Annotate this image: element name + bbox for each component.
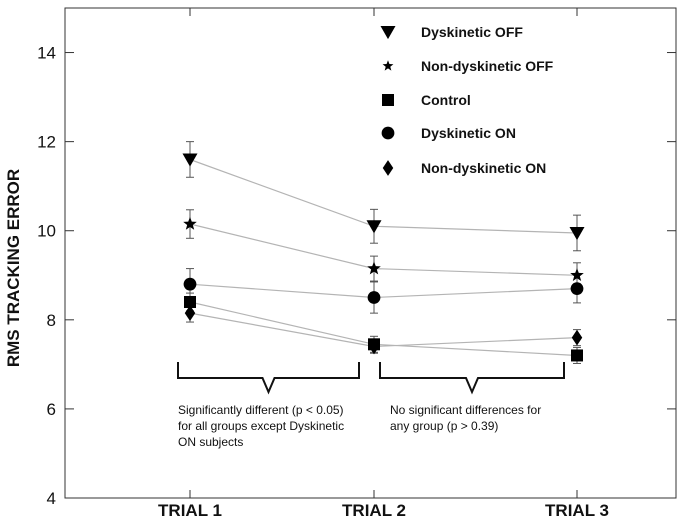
data-markers bbox=[182, 153, 585, 362]
x-axis: TRIAL 1 TRIAL 2 TRIAL 3 bbox=[158, 8, 609, 520]
data-point bbox=[183, 277, 197, 291]
y-axis: 4 6 8 10 12 14 bbox=[37, 44, 676, 508]
y-tick-label: 12 bbox=[37, 133, 56, 152]
annotation-text: No significant differences for bbox=[390, 403, 541, 417]
legend-marker bbox=[380, 26, 396, 40]
bracket bbox=[177, 362, 360, 395]
y-tick-label: 10 bbox=[37, 222, 56, 241]
y-tick-label: 6 bbox=[47, 400, 56, 419]
series-lines bbox=[189, 158, 578, 357]
data-point bbox=[367, 261, 381, 275]
y-axis-label: RMS TRACKING ERROR bbox=[4, 169, 23, 367]
legend-label: Non-dyskinetic ON bbox=[421, 160, 546, 176]
plot-frame bbox=[64, 7, 677, 499]
data-point bbox=[184, 296, 196, 308]
data-point bbox=[571, 329, 583, 346]
data-point bbox=[367, 291, 381, 304]
legend-marker bbox=[382, 94, 394, 106]
series-line bbox=[189, 301, 578, 357]
data-point bbox=[183, 216, 197, 230]
legend-label: Dyskinetic OFF bbox=[421, 24, 523, 40]
data-point bbox=[182, 153, 198, 167]
data-point bbox=[569, 226, 585, 241]
annotation-text: ON subjects bbox=[178, 435, 243, 449]
annotations: Significantly different (p < 0.05) for al… bbox=[177, 362, 565, 449]
legend-marker bbox=[381, 126, 395, 140]
annotation-text: for all groups except Dyskinetic bbox=[178, 419, 344, 433]
legend-label: Control bbox=[421, 92, 471, 108]
legend-marker bbox=[382, 160, 394, 176]
bracket bbox=[379, 362, 565, 395]
data-point bbox=[571, 349, 583, 362]
series-line bbox=[189, 312, 578, 348]
annotation-text: Significantly different (p < 0.05) bbox=[178, 403, 344, 417]
series-line bbox=[189, 223, 578, 276]
x-tick-label: TRIAL 3 bbox=[545, 501, 609, 520]
legend: Dyskinetic OFF Non-dyskinetic OFF Control D… bbox=[380, 24, 554, 176]
data-point bbox=[368, 338, 380, 355]
data-point bbox=[366, 220, 382, 234]
x-tick-label: TRIAL 2 bbox=[342, 501, 406, 520]
legend-label: Non-dyskinetic OFF bbox=[421, 58, 554, 74]
data-point bbox=[184, 305, 196, 322]
series-line bbox=[189, 283, 578, 299]
data-point bbox=[570, 268, 584, 282]
legend-marker bbox=[382, 60, 394, 71]
legend-label: Dyskinetic ON bbox=[421, 125, 516, 141]
x-tick-label: TRIAL 1 bbox=[158, 501, 222, 520]
data-point bbox=[570, 282, 584, 296]
y-tick-label: 4 bbox=[47, 489, 56, 508]
y-tick-label: 8 bbox=[47, 311, 56, 330]
y-tick-label: 14 bbox=[37, 44, 56, 63]
annotation-text: any group (p > 0.39) bbox=[390, 419, 498, 433]
